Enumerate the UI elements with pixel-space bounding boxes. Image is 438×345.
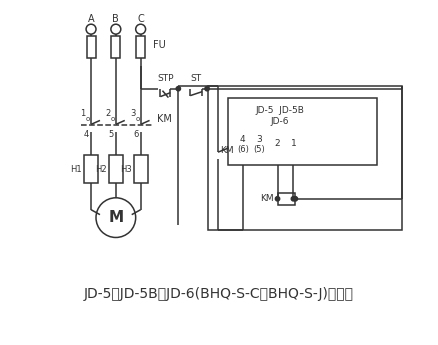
- Text: JD-5、JD-5B、JD-6(BHQ-S-C、BHQ-S-J)接线图: JD-5、JD-5B、JD-6(BHQ-S-C、BHQ-S-J)接线图: [84, 287, 353, 301]
- Bar: [84, 155, 98, 183]
- Text: KM: KM: [259, 194, 273, 203]
- Text: 6: 6: [133, 130, 138, 139]
- Text: STP: STP: [157, 74, 173, 83]
- Text: M: M: [108, 210, 123, 225]
- Text: 5: 5: [108, 130, 113, 139]
- Text: 3: 3: [130, 109, 135, 118]
- Text: 4: 4: [240, 135, 245, 144]
- Circle shape: [275, 197, 279, 201]
- Text: H2: H2: [95, 165, 107, 174]
- Text: 1: 1: [80, 109, 85, 118]
- Text: C: C: [137, 14, 144, 24]
- Text: JD-5  JD-5B: JD-5 JD-5B: [255, 106, 304, 115]
- Circle shape: [293, 197, 297, 201]
- Text: (6): (6): [237, 145, 248, 154]
- Bar: [111, 36, 120, 58]
- Bar: [227, 98, 376, 165]
- Text: 2: 2: [274, 139, 280, 148]
- Text: (5): (5): [252, 145, 264, 154]
- Text: H3: H3: [120, 165, 131, 174]
- Text: o: o: [135, 116, 139, 122]
- Text: 1: 1: [290, 139, 296, 148]
- Circle shape: [176, 87, 180, 91]
- Bar: [134, 155, 147, 183]
- Text: o: o: [110, 116, 115, 122]
- Bar: [109, 155, 123, 183]
- Text: B: B: [112, 14, 119, 24]
- Circle shape: [290, 197, 295, 201]
- Circle shape: [205, 87, 209, 91]
- Bar: [277, 193, 295, 205]
- Text: JD-6: JD-6: [270, 117, 289, 126]
- Bar: [136, 36, 145, 58]
- Text: H1: H1: [71, 165, 82, 174]
- Text: A: A: [88, 14, 94, 24]
- Text: 3: 3: [255, 135, 261, 144]
- Bar: [86, 36, 95, 58]
- Text: FU: FU: [152, 40, 165, 50]
- Text: KM: KM: [156, 115, 171, 125]
- Text: KM: KM: [219, 146, 233, 155]
- Bar: [208, 86, 401, 229]
- Text: 4: 4: [83, 130, 88, 139]
- Text: 2: 2: [105, 109, 110, 118]
- Text: ST: ST: [190, 74, 201, 83]
- Text: o: o: [86, 116, 90, 122]
